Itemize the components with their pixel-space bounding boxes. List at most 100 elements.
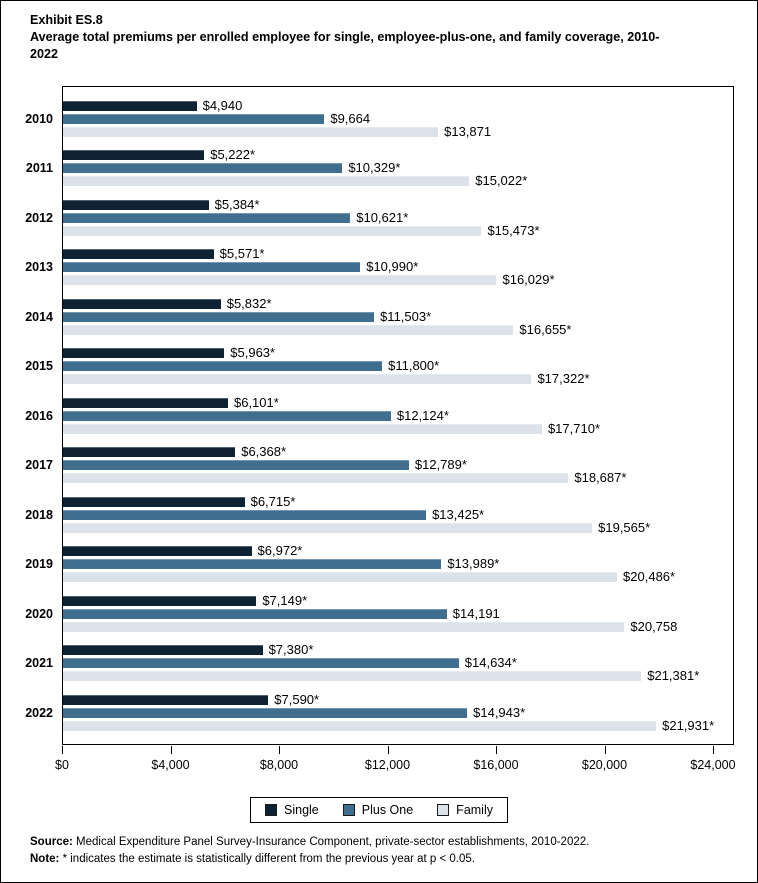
year-label: 2010	[25, 111, 53, 126]
bar-plus-one	[63, 212, 351, 223]
year-group: 2011 $5,222* $10,329* $15,022*	[26, 148, 733, 187]
bar-single	[63, 546, 252, 556]
bar-family	[63, 275, 497, 285]
axis-tick-label: $20,000	[581, 758, 628, 772]
note-text: * indicates the estimate is statisticall…	[59, 852, 475, 865]
bar-value-label: $4,940	[202, 97, 243, 113]
bar-row: $5,832*	[63, 297, 733, 310]
bar-plus-one	[63, 262, 361, 272]
bar-row: $7,149*	[63, 594, 733, 607]
bar-value-label: $11,503*	[380, 308, 432, 324]
bar-single	[63, 645, 263, 655]
bar-plus-one	[63, 559, 442, 569]
year-label: 2017	[25, 458, 53, 472]
bar-row: $20,486*	[63, 570, 733, 583]
bar-family	[63, 720, 657, 731]
bar-row: $6,715*	[63, 495, 733, 508]
bar-value-label: $7,380*	[268, 642, 314, 657]
bar-plus-one	[63, 608, 447, 619]
bar-row: $5,222*	[63, 148, 733, 161]
bar-plus-one	[63, 311, 375, 322]
bar-value-label: $15,473*	[487, 222, 540, 238]
legend-swatch-single	[265, 804, 278, 816]
bar-single	[63, 595, 257, 606]
bar-plus-one	[63, 163, 343, 173]
axis-tick-mark	[496, 746, 497, 754]
year-group: 2019 $6,972* $13,989* $20,486*	[25, 544, 733, 583]
bar-value-label: $6,101*	[233, 394, 279, 410]
bar-row: $11,800*	[63, 358, 733, 373]
axis-tick-label: $8,000	[259, 758, 299, 772]
bar-row: $14,943*	[63, 706, 733, 719]
bar-row: $11,503*	[63, 308, 733, 324]
bar-single	[63, 199, 209, 210]
bar-plus-one	[63, 361, 383, 371]
axis-tick-label: $16,000	[473, 758, 519, 772]
bar-row: $17,322*	[63, 372, 733, 385]
source-text: Medical Expenditure Panel Survey-Insuran…	[72, 836, 590, 848]
legend-label: Family	[456, 803, 493, 817]
bar-row: $9,664	[63, 112, 733, 125]
bar-single	[63, 694, 269, 705]
footer: Source: Medical Expenditure Panel Survey…	[30, 834, 737, 867]
bar-value-label: $18,687*	[574, 470, 627, 485]
bar-value-label: $14,634*	[464, 655, 517, 670]
bar-value-label: $21,381*	[647, 668, 700, 683]
axis-tick-mark	[62, 746, 63, 754]
bar-row: $17,710*	[63, 420, 733, 436]
year-label: 2011	[25, 161, 53, 175]
bar-value-label: $7,590*	[274, 691, 320, 707]
bar-row: $13,425*	[63, 506, 733, 522]
bar-row: $12,124*	[63, 407, 733, 423]
bar-plus-one	[63, 410, 391, 421]
bar-row: $14,634*	[63, 655, 733, 670]
year-group: 2018 $6,715* $13,425* $19,565*	[25, 495, 733, 535]
bar-value-label: $17,710*	[547, 420, 601, 436]
bar-plus-one	[63, 460, 409, 470]
bar-value-label: $14,191	[452, 605, 500, 621]
legend-label: Plus One	[361, 803, 414, 817]
bar-row: $5,963*	[63, 346, 733, 359]
axis-tick-mark	[713, 746, 714, 754]
legend-swatch-family	[437, 804, 450, 816]
note-label: Note:	[30, 852, 60, 865]
bar-value-label: $13,989*	[447, 556, 500, 571]
bar-row: $4,940	[63, 97, 733, 113]
bar-row: $16,029*	[63, 272, 733, 287]
bar-family	[63, 621, 625, 632]
title-block: Exhibit ES.8 Average total premiums per …	[30, 12, 682, 63]
legend: Single Plus One Family	[250, 797, 508, 823]
bar-family	[63, 473, 569, 483]
bar-plus-one	[63, 509, 427, 520]
bar-single	[63, 397, 228, 408]
bar-row: $6,368*	[63, 445, 733, 458]
bar-value-label: $10,990*	[366, 259, 419, 274]
chart-title: Average total premiums per enrolled empl…	[30, 30, 660, 61]
bar-single	[63, 496, 245, 507]
bar-family	[63, 176, 470, 186]
bar-family	[63, 225, 482, 236]
axis-tick-label: $24,000	[690, 758, 736, 772]
bar-value-label: $11,800*	[388, 358, 440, 373]
year-label: 2021	[25, 656, 53, 670]
year-label: 2019	[25, 557, 53, 571]
footnote: Note: * indicates the estimate is statis…	[30, 851, 737, 868]
year-label: 2016	[25, 408, 53, 423]
bar-value-label: $12,124*	[396, 407, 449, 423]
bar-value-label: $13,425*	[432, 506, 485, 522]
legend-entry: Single	[265, 803, 319, 817]
year-group: 2022 $7,590* $14,943* $21,931*	[25, 691, 733, 732]
year-group: 2012 $5,384* $10,621* $15,473*	[25, 196, 733, 238]
bar-row: $19,565*	[63, 519, 733, 535]
bar-single	[63, 249, 214, 259]
bar-value-label: $13,871	[444, 123, 492, 139]
bar-row: $10,621*	[63, 211, 733, 224]
year-label: 2012	[25, 210, 53, 225]
bar-family	[63, 126, 439, 137]
year-label: 2022	[25, 705, 53, 720]
bar-row: $20,758	[63, 620, 733, 633]
bar-value-label: $5,384*	[214, 196, 260, 212]
bar-value-label: $16,029*	[502, 272, 555, 287]
bar-value-label: $19,565*	[598, 519, 651, 535]
